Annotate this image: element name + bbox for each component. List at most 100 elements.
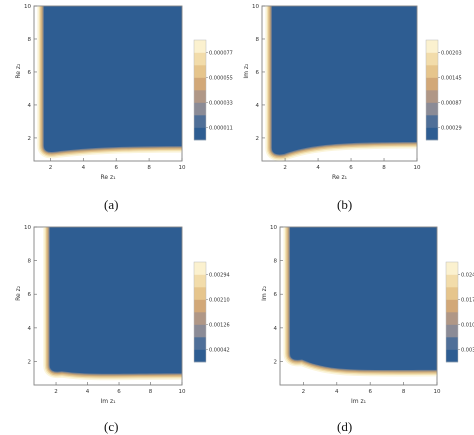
legend-tick-label: 0.0105: [461, 323, 474, 329]
legend-swatch: [426, 90, 438, 103]
legend-swatch: [446, 299, 458, 313]
x-tick-label: 2: [54, 389, 58, 395]
x-tick-label: 6: [117, 389, 121, 395]
caption-d: (d): [337, 419, 353, 434]
y-tick-label: 4: [256, 103, 260, 109]
legend-swatch: [446, 337, 458, 350]
x-tick-label: 8: [382, 165, 386, 171]
y-axis-label: Re z₂: [15, 63, 22, 79]
x-tick-label: 6: [114, 165, 118, 171]
legend-swatch: [194, 102, 206, 116]
y-tick-label: 10: [24, 4, 31, 10]
caption-a: (a): [104, 197, 119, 212]
legend-swatch: [426, 40, 438, 53]
y-tick-label: 8: [256, 37, 260, 43]
legend-swatch: [446, 324, 458, 338]
y-tick-label: 4: [274, 326, 278, 332]
caption-c: (c): [104, 419, 119, 434]
legend-swatch: [194, 324, 206, 338]
x-tick-label: 10: [179, 165, 186, 171]
legend-tick-label: 0.00294: [209, 273, 230, 279]
legend-tick-label: 0.000011: [209, 126, 233, 132]
y-tick-label: 8: [28, 259, 32, 265]
legend-tick-label: 0.000077: [209, 51, 233, 57]
legend-swatch: [194, 52, 206, 66]
x-tick-label: 2: [283, 165, 287, 171]
x-tick-label: 4: [86, 389, 90, 395]
y-tick-label: 10: [24, 225, 31, 231]
legend-swatch: [194, 115, 206, 128]
legend-swatch: [194, 312, 206, 325]
y-tick-label: 2: [274, 359, 278, 365]
x-tick-label: 2: [49, 165, 53, 171]
legend-swatch: [194, 299, 206, 313]
y-tick-label: 6: [274, 292, 278, 298]
x-axis-label: Re z₁: [332, 174, 348, 181]
x-tick-label: 4: [335, 389, 339, 395]
contour-region: [49, 227, 182, 374]
y-axis-label: Im z₂: [243, 63, 250, 79]
legend-tick-label: 0.0245: [461, 273, 474, 279]
contour-region: [271, 6, 417, 155]
legend-tick-label: 0.00203: [441, 51, 462, 57]
legend-swatch: [194, 65, 206, 78]
x-axis-label: Im z₁: [100, 398, 116, 405]
legend-swatch: [446, 312, 458, 325]
legend-swatch: [446, 287, 458, 300]
y-tick-label: 2: [256, 136, 260, 142]
legend-swatch: [426, 77, 438, 91]
y-tick-label: 6: [28, 70, 32, 76]
panel-a: 2 4 6 8 10 2 4 6 8 10 Re z₁ Re z₂ 0.000077 0.000055 0.…: [15, 4, 233, 181]
x-tick-label: 10: [414, 165, 421, 171]
y-tick-label: 2: [28, 359, 32, 365]
legend-swatch: [446, 349, 458, 363]
legend-swatch: [446, 262, 458, 275]
x-tick-label: 6: [349, 165, 353, 171]
legend-swatch: [194, 274, 206, 288]
legend-swatch: [194, 337, 206, 350]
legend-swatch: [426, 127, 438, 141]
y-tick-label: 6: [256, 70, 260, 76]
legend-swatch: [446, 274, 458, 288]
x-axis-label: Im z₁: [351, 398, 367, 405]
y-tick-label: 4: [28, 103, 32, 109]
legend-tick-label: 0.000033: [209, 101, 233, 107]
caption-b: (b): [337, 197, 353, 212]
legend-swatch: [426, 102, 438, 116]
x-tick-label: 10: [179, 389, 186, 395]
legend-tick-label: 0.000055: [209, 76, 233, 82]
x-tick-label: 8: [149, 389, 153, 395]
legend-tick-label: 0.00210: [209, 298, 230, 304]
x-tick-label: 4: [316, 165, 320, 171]
legend-tick-label: 0.00126: [209, 323, 230, 329]
panel-b: 2 4 6 8 10 2 4 6 8 10 Re z₁ Im z₂ 0.00203 0.00145 0.00…: [243, 4, 462, 181]
panel-d: 2 4 6 8 10 2 4 6 8 10 Im z₁ Im z₂ 0.0245 0.0175 0.0105…: [261, 225, 474, 405]
y-tick-label: 6: [28, 292, 32, 298]
contour-region: [290, 227, 437, 370]
legend-swatch: [426, 52, 438, 66]
legend-tick-label: 0.0035: [461, 348, 474, 354]
y-tick-label: 4: [28, 326, 32, 332]
legend-swatch: [194, 90, 206, 103]
legend-tick-label: 0.00029: [441, 126, 462, 132]
legend-tick-label: 0.0175: [461, 298, 474, 304]
legend-swatch: [194, 262, 206, 275]
y-axis-label: Re z₂: [15, 285, 22, 301]
legend-swatch: [426, 65, 438, 78]
legend-swatch: [194, 127, 206, 141]
y-tick-label: 2: [28, 136, 32, 142]
legend-swatch: [194, 77, 206, 91]
legend-tick-label: 0.00145: [441, 76, 462, 82]
x-tick-label: 2: [302, 389, 306, 395]
x-tick-label: 10: [434, 389, 441, 395]
panel-c: 2 4 6 8 10 2 4 6 8 10 Im z₁ Re z₂ 0.00294 0.00210 0.00…: [15, 225, 230, 405]
legend-swatch: [426, 115, 438, 128]
y-tick-label: 10: [252, 4, 259, 10]
x-axis-label: Re z₁: [100, 174, 116, 181]
legend-swatch: [194, 287, 206, 300]
legend-tick-label: 0.00042: [209, 348, 230, 354]
y-tick-label: 8: [28, 37, 32, 43]
x-tick-label: 8: [147, 165, 151, 171]
y-tick-label: 10: [270, 225, 277, 231]
